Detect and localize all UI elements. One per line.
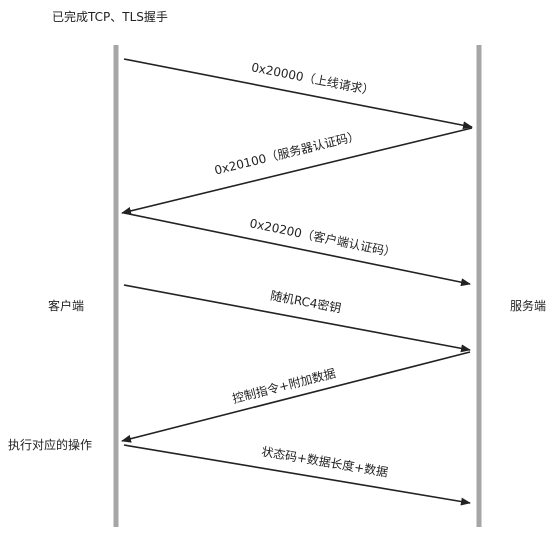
message-arrow-4 [123,284,471,353]
message-arrow-3 [123,212,471,287]
message-label-1: 0x20000（上线请求） [250,60,375,98]
message-arrow-6 [123,444,471,506]
message-label-4: 随机RC4密钥 [269,288,342,316]
message-label-2: 0x20100（服务器认证码） [213,128,361,178]
client-action-label: 执行对应的操作 [8,438,93,452]
messages-layer: 0x20000（上线请求）0x20100（服务器认证码）0x20200（客户端认… [121,58,473,506]
server-label: 服务端 [510,299,547,313]
client-label: 客户端 [48,299,85,313]
message-label-6: 状态码+数据长度+数据 [260,444,389,480]
message-arrow-1 [123,58,473,130]
message-arrow-5 [121,351,471,443]
message-arrow-2 [121,127,473,215]
handshake-note: 已完成TCP、TLS握手 [52,10,168,24]
